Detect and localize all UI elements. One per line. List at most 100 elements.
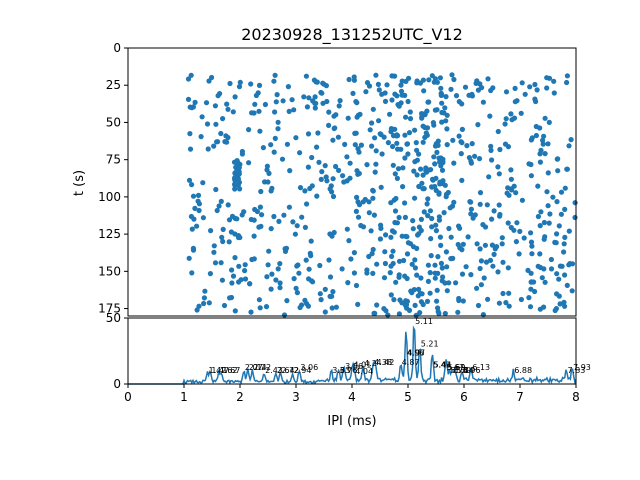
scatter-point bbox=[262, 101, 268, 108]
histogram-x-axis-label: IPI (ms) bbox=[327, 414, 376, 429]
scatter-point bbox=[377, 236, 383, 242]
scatter-point bbox=[462, 84, 469, 90]
scatter-point bbox=[464, 143, 470, 149]
scatter-point bbox=[196, 207, 202, 214]
scatter-point bbox=[271, 78, 277, 84]
scatter-point bbox=[414, 245, 420, 251]
scatter-point bbox=[211, 143, 217, 149]
scatter-point bbox=[344, 178, 350, 184]
scatter-point bbox=[215, 93, 221, 99]
scatter-point bbox=[434, 107, 440, 113]
scatter-point bbox=[289, 97, 295, 103]
scatter-point bbox=[444, 112, 450, 118]
scatter-point bbox=[562, 234, 568, 240]
scatter-point bbox=[363, 89, 369, 95]
scatter-point bbox=[569, 288, 575, 294]
scatter-point bbox=[496, 171, 502, 177]
scatter-point bbox=[293, 135, 299, 141]
scatter-point bbox=[388, 129, 394, 135]
scatter-point bbox=[485, 76, 491, 82]
x-tick-label: 8 bbox=[572, 390, 580, 404]
scatter-point bbox=[432, 76, 438, 82]
scatter-point bbox=[557, 301, 563, 307]
scatter-point bbox=[211, 249, 217, 255]
scatter-point bbox=[556, 293, 562, 299]
scatter-point bbox=[388, 263, 394, 269]
scatter-point bbox=[407, 116, 414, 122]
scatter-point bbox=[505, 265, 511, 271]
scatter-point bbox=[434, 287, 440, 293]
scatter-point bbox=[412, 302, 418, 308]
scatter-point bbox=[225, 106, 231, 112]
scatter-point bbox=[322, 309, 328, 315]
scatter-point bbox=[537, 306, 543, 312]
scatter-point bbox=[218, 198, 224, 204]
scatter-point bbox=[540, 141, 546, 147]
scatter-point bbox=[392, 219, 398, 226]
scatter-point bbox=[532, 81, 538, 88]
scatter-point bbox=[468, 206, 474, 212]
scatter-point bbox=[572, 214, 578, 221]
scatter-point bbox=[227, 295, 233, 301]
scatter-point bbox=[337, 98, 343, 104]
scatter-point bbox=[198, 134, 204, 140]
scatter-point bbox=[340, 173, 346, 179]
scatter-point bbox=[512, 85, 518, 91]
scatter-point bbox=[553, 240, 559, 246]
scatter-point bbox=[478, 258, 484, 264]
scatter-point bbox=[558, 211, 565, 217]
scatter-point bbox=[416, 224, 422, 230]
scatter-point bbox=[385, 312, 391, 318]
scatter-point bbox=[257, 204, 263, 210]
scatter-point bbox=[504, 190, 510, 196]
scatter-point bbox=[541, 133, 547, 139]
scatter-point bbox=[387, 111, 393, 117]
scatter-point bbox=[418, 166, 424, 172]
scatter-point bbox=[533, 132, 540, 139]
scatter-point bbox=[286, 204, 292, 210]
scatter-point bbox=[429, 215, 435, 222]
scatter-point bbox=[256, 82, 263, 88]
scatter-point bbox=[271, 213, 277, 220]
y-tick-label: 50 bbox=[106, 311, 121, 325]
scatter-point bbox=[309, 278, 315, 284]
scatter-point bbox=[469, 93, 475, 99]
scatter-point bbox=[483, 259, 490, 265]
scatter-point bbox=[546, 119, 552, 125]
scatter-point bbox=[281, 212, 287, 218]
scatter-point bbox=[428, 236, 434, 242]
scatter-point bbox=[550, 194, 556, 200]
peak-labels: 1.421.471.621.67 2.072.142.222.432.642.72… bbox=[209, 317, 591, 376]
scatter-point bbox=[518, 110, 524, 116]
scatter-point bbox=[260, 145, 266, 151]
scatter-point bbox=[448, 234, 454, 240]
scatter-point bbox=[434, 298, 440, 304]
scatter-point bbox=[440, 274, 446, 280]
scatter-point bbox=[353, 282, 360, 289]
scatter-point bbox=[489, 216, 495, 222]
scatter-point bbox=[424, 201, 430, 207]
scatter-point bbox=[223, 133, 229, 139]
scatter-point bbox=[405, 240, 411, 246]
scatter-point bbox=[551, 78, 557, 84]
scatter-point bbox=[415, 232, 421, 238]
scatter-point bbox=[284, 298, 290, 304]
scatter-point bbox=[317, 262, 323, 269]
scatter-point bbox=[567, 261, 573, 267]
scatter-point bbox=[220, 238, 226, 245]
scatter-point bbox=[322, 286, 328, 292]
scatter-point bbox=[402, 200, 408, 206]
scatter-point bbox=[497, 146, 503, 153]
scatter-point bbox=[333, 112, 339, 118]
scatter-point bbox=[537, 223, 543, 229]
scatter-point bbox=[414, 80, 420, 86]
scatter-point bbox=[394, 140, 400, 146]
scatter-point bbox=[242, 276, 249, 282]
scatter-point bbox=[370, 270, 376, 276]
scatter-point bbox=[315, 130, 321, 136]
scatter-point bbox=[440, 159, 446, 166]
scatter-point bbox=[568, 137, 574, 143]
peak-label: 3.76 bbox=[340, 366, 358, 375]
scatter-point bbox=[537, 151, 543, 157]
scatter-point bbox=[378, 184, 384, 190]
